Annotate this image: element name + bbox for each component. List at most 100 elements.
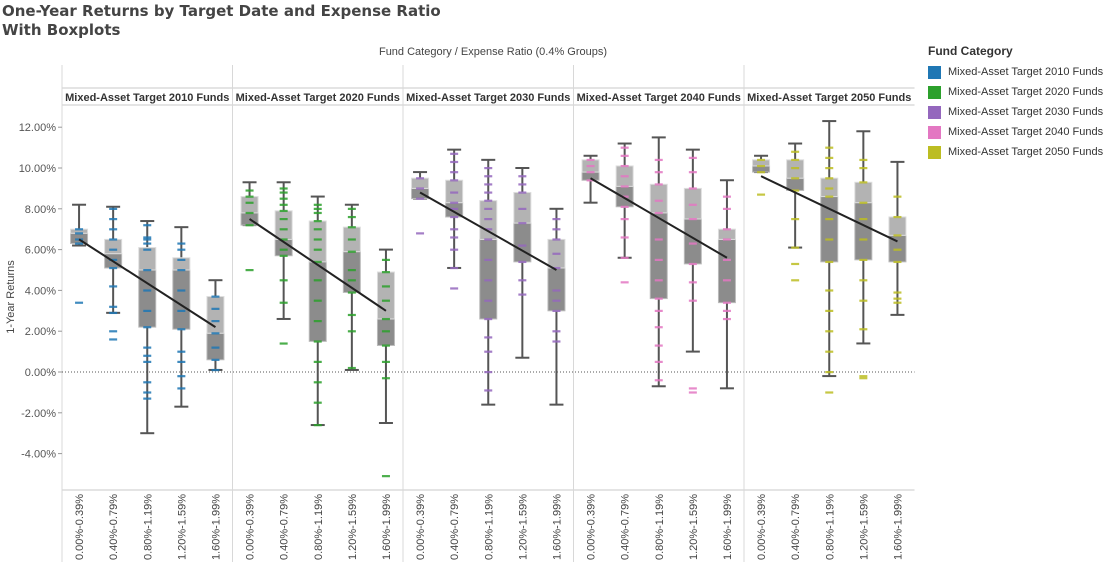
x-tick-label: 0.00%-0.39% bbox=[756, 494, 768, 560]
x-tick-label: 1.60%-1.99% bbox=[722, 494, 734, 560]
y-tick-label: 12.00% bbox=[19, 122, 57, 134]
box-lower bbox=[547, 267, 566, 312]
data-point bbox=[722, 301, 731, 304]
data-point bbox=[654, 238, 663, 241]
box-upper bbox=[240, 196, 259, 214]
box-lower bbox=[342, 251, 361, 293]
x-tick-label: 0.80%-1.19% bbox=[313, 494, 325, 560]
data-point bbox=[722, 238, 731, 241]
data-point bbox=[143, 242, 152, 245]
data-point bbox=[313, 299, 322, 302]
data-point bbox=[347, 269, 356, 272]
box-upper bbox=[104, 238, 123, 255]
data-point bbox=[518, 222, 527, 225]
data-point bbox=[654, 360, 663, 363]
box-upper bbox=[820, 177, 839, 198]
data-point bbox=[450, 248, 459, 251]
x-tick-label: 0.40%-0.79% bbox=[108, 494, 120, 560]
box-upper bbox=[308, 220, 327, 263]
legend-item[interactable]: Mixed-Asset Target 2040 Funds bbox=[928, 122, 1103, 142]
data-point bbox=[552, 289, 561, 292]
data-point bbox=[484, 199, 493, 202]
x-tick-label: 0.80%-1.19% bbox=[483, 494, 495, 560]
data-point bbox=[791, 177, 800, 180]
data-point bbox=[620, 281, 629, 284]
data-point bbox=[552, 266, 561, 270]
data-point bbox=[620, 185, 629, 188]
legend-label: Mixed-Asset Target 2050 Funds bbox=[948, 146, 1104, 158]
legend-swatch bbox=[928, 125, 941, 139]
data-point bbox=[518, 183, 527, 186]
data-point bbox=[347, 226, 356, 229]
data-point bbox=[143, 397, 152, 400]
y-tick-label: 6.00% bbox=[25, 245, 56, 257]
data-point bbox=[791, 218, 800, 221]
legend: Fund Category Mixed-Asset Target 2010 Fu… bbox=[928, 44, 1103, 162]
data-point bbox=[688, 242, 697, 245]
data-point bbox=[109, 258, 118, 261]
data-point bbox=[279, 228, 288, 231]
data-point bbox=[654, 379, 663, 382]
x-tick-label: 1.20%-1.59% bbox=[688, 494, 700, 560]
data-point bbox=[109, 207, 118, 210]
data-point bbox=[654, 258, 663, 261]
data-point bbox=[416, 197, 425, 200]
legend-item[interactable]: Mixed-Asset Target 2030 Funds bbox=[928, 102, 1103, 122]
data-point bbox=[688, 187, 697, 190]
data-point bbox=[757, 164, 766, 168]
data-point bbox=[177, 258, 186, 261]
legend-label: Mixed-Asset Target 2030 Funds bbox=[948, 106, 1104, 118]
legend-swatch bbox=[928, 105, 941, 119]
y-tick-label: -4.00% bbox=[21, 449, 56, 461]
x-tick-label: 0.80%-1.19% bbox=[824, 494, 836, 560]
data-point bbox=[620, 256, 629, 259]
data-point bbox=[143, 391, 152, 394]
legend-swatch bbox=[928, 65, 941, 79]
x-tick-label: 0.00%-0.39% bbox=[74, 494, 86, 560]
data-point bbox=[381, 299, 390, 302]
trend-line bbox=[419, 191, 557, 271]
data-point bbox=[177, 350, 186, 353]
legend-label: Mixed-Asset Target 2040 Funds bbox=[948, 126, 1104, 138]
data-point bbox=[654, 344, 663, 347]
box-upper bbox=[445, 179, 464, 204]
data-point bbox=[757, 158, 766, 162]
data-point bbox=[859, 299, 868, 302]
data-point bbox=[450, 179, 459, 182]
data-point bbox=[825, 177, 834, 180]
data-point bbox=[484, 167, 493, 170]
legend-item[interactable]: Mixed-Asset Target 2020 Funds bbox=[928, 82, 1103, 102]
x-tick-label: 1.60%-1.99% bbox=[381, 494, 393, 560]
data-point bbox=[654, 211, 663, 215]
data-point bbox=[791, 246, 800, 249]
data-point bbox=[279, 238, 288, 241]
data-point bbox=[450, 266, 459, 270]
data-point bbox=[381, 271, 390, 274]
data-point bbox=[245, 195, 254, 198]
data-point bbox=[416, 187, 425, 190]
x-tick-label: 0.40%-0.79% bbox=[790, 494, 802, 560]
data-point bbox=[313, 424, 322, 427]
data-point bbox=[586, 158, 595, 162]
data-point bbox=[791, 167, 800, 170]
data-point bbox=[450, 152, 459, 155]
data-point bbox=[688, 281, 697, 284]
data-point bbox=[859, 377, 868, 380]
legend-item[interactable]: Mixed-Asset Target 2010 Funds bbox=[928, 62, 1103, 82]
data-point bbox=[177, 375, 186, 378]
box-lower bbox=[206, 332, 225, 361]
data-point bbox=[279, 254, 288, 257]
data-point bbox=[109, 285, 118, 288]
y-tick-label: 2.00% bbox=[25, 326, 56, 338]
box-lower bbox=[70, 232, 89, 244]
box-lower bbox=[649, 212, 668, 300]
y-tick-label: -2.00% bbox=[21, 408, 56, 420]
legend-item[interactable]: Mixed-Asset Target 2050 Funds bbox=[928, 142, 1103, 162]
x-tick-label: 0.80%-1.19% bbox=[654, 494, 666, 560]
box-upper bbox=[854, 181, 873, 204]
data-point bbox=[313, 211, 322, 215]
data-point bbox=[347, 330, 356, 333]
data-point bbox=[518, 207, 527, 210]
data-point bbox=[313, 381, 322, 384]
data-point bbox=[484, 389, 493, 392]
